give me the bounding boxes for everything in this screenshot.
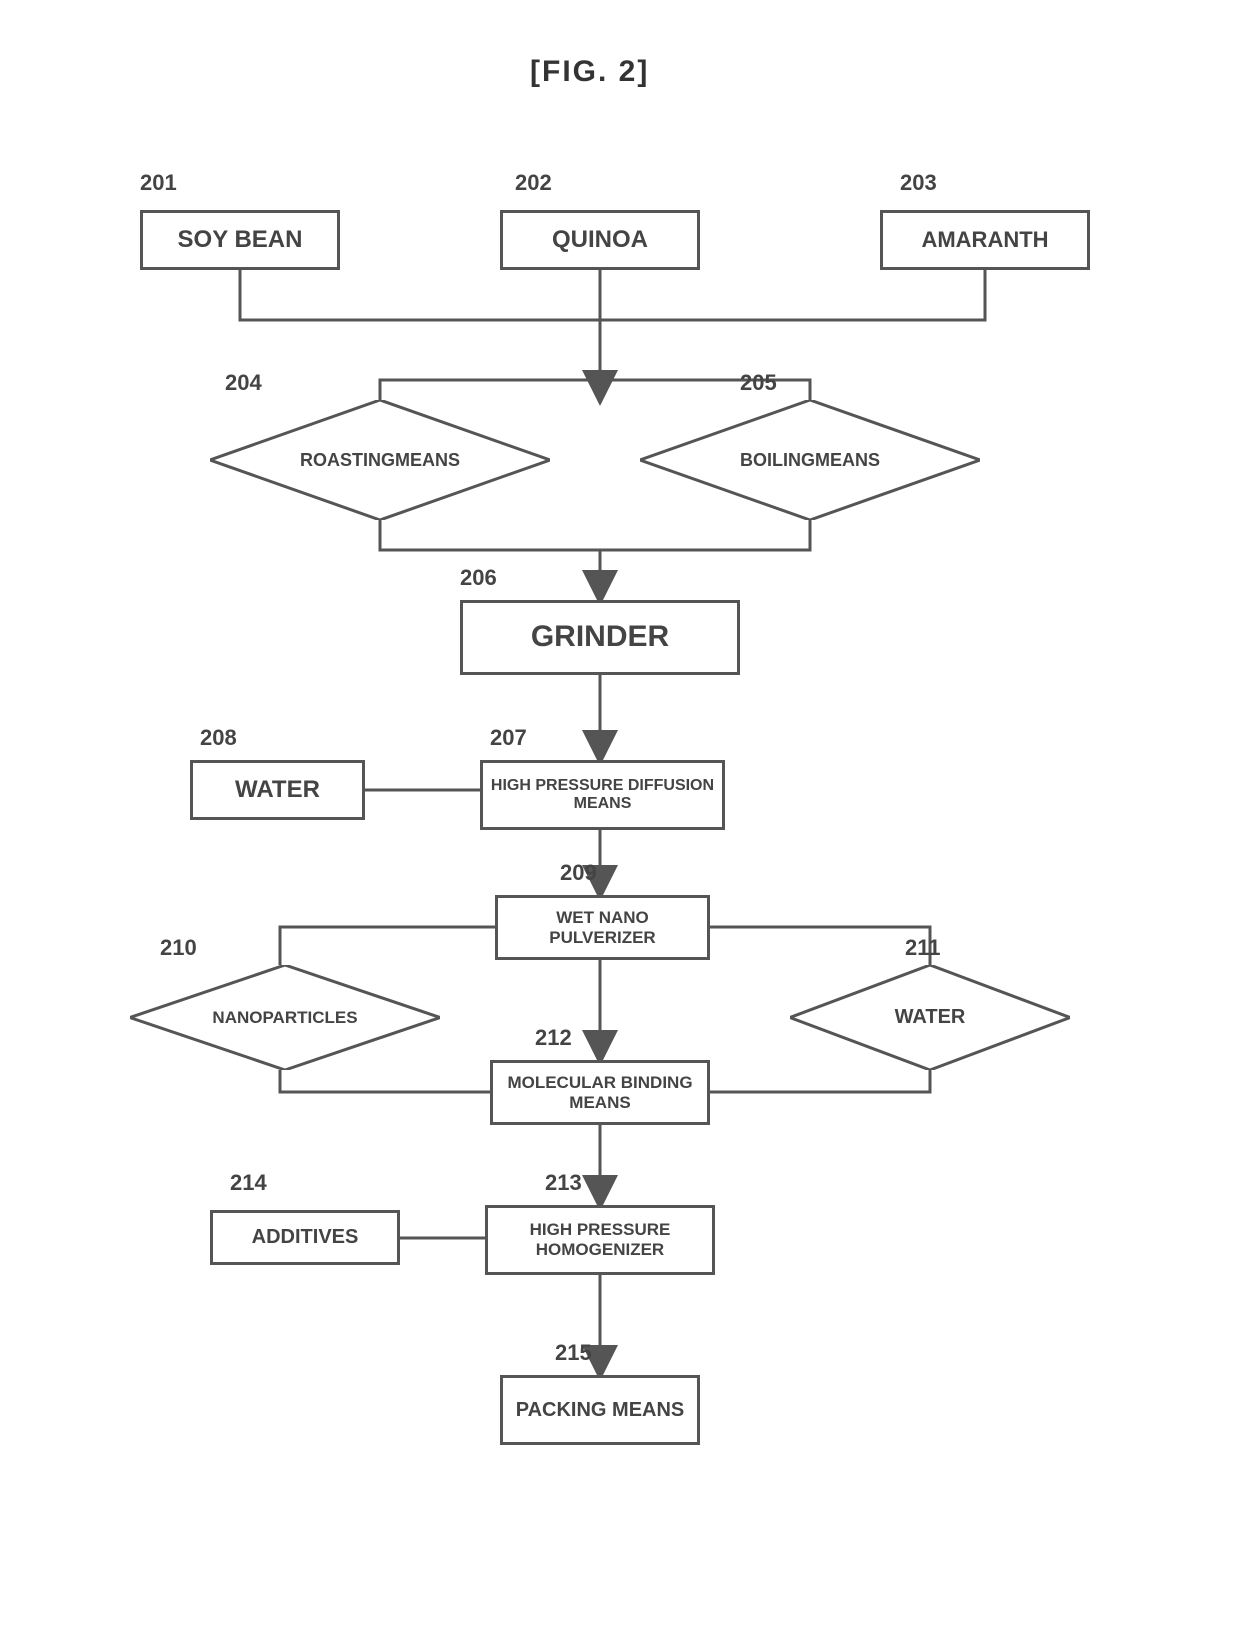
node-ref-label: 202 <box>515 170 552 196</box>
node-ref-label: 215 <box>555 1340 592 1366</box>
flow-node-n206: GRINDER <box>460 600 740 675</box>
figure-title: [FIG. 2] <box>530 55 649 89</box>
node-ref-label: 204 <box>225 370 262 396</box>
flow-node-n213: HIGH PRESSURE HOMOGENIZER <box>485 1205 715 1275</box>
node-ref-label: 208 <box>200 725 237 751</box>
node-ref-label: 201 <box>140 170 177 196</box>
node-ref-label: 207 <box>490 725 527 751</box>
node-ref-label: 211 <box>905 935 941 961</box>
flow-node-n202: QUINOA <box>500 210 700 270</box>
node-ref-label: 210 <box>160 935 197 961</box>
flow-node-n211: WATER <box>790 965 1070 1070</box>
flow-node-n215: PACKING MEANS <box>500 1375 700 1445</box>
flow-node-n210: NANOPARTICLES <box>130 965 440 1070</box>
node-ref-label: 214 <box>230 1170 267 1196</box>
flow-node-n204: ROASTINGMEANS <box>210 400 550 520</box>
flow-node-n207: HIGH PRESSURE DIFFUSION MEANS <box>480 760 725 830</box>
flowchart-container: [FIG. 2] 201 SOY BEAN 202 QUINOA 203 AMARANTH… <box>0 0 1240 1640</box>
node-ref-label: 213 <box>545 1170 582 1196</box>
flow-node-n205: BOILINGMEANS <box>640 400 980 520</box>
node-ref-label: 203 <box>900 170 937 196</box>
node-ref-label: 212 <box>535 1025 572 1051</box>
flow-node-n209: WET NANO PULVERIZER <box>495 895 710 960</box>
flow-node-n201: SOY BEAN <box>140 210 340 270</box>
node-ref-label: 209 <box>560 860 597 886</box>
flow-node-n208: WATER <box>190 760 365 820</box>
flow-node-n214: ADDITIVES <box>210 1210 400 1265</box>
node-ref-label: 206 <box>460 565 497 591</box>
flow-node-n212: MOLECULAR BINDING MEANS <box>490 1060 710 1125</box>
node-ref-label: 205 <box>740 370 777 396</box>
flow-node-n203: AMARANTH <box>880 210 1090 270</box>
